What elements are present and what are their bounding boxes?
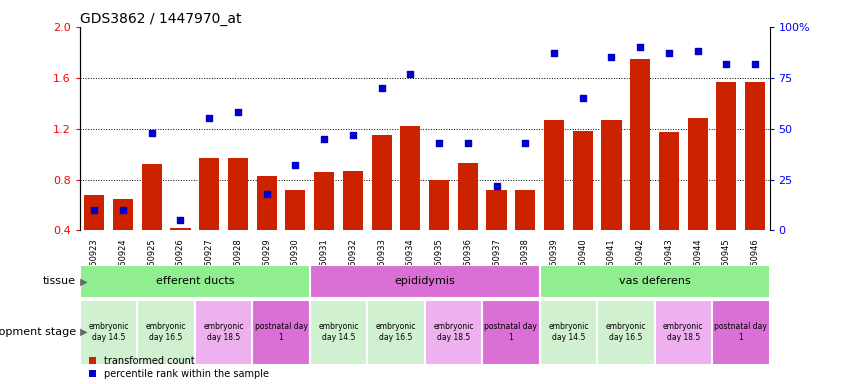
Point	[633, 44, 647, 50]
Bar	[425, 300, 482, 365]
Bar	[141, 164, 161, 230]
Point	[720, 60, 733, 66]
Bar	[199, 158, 220, 230]
Text: epididymis: epididymis	[394, 276, 455, 286]
Point	[260, 191, 273, 197]
Point	[116, 207, 130, 213]
Bar	[654, 300, 712, 365]
Point	[519, 140, 532, 146]
Point	[547, 50, 561, 56]
Text: efferent ducts: efferent ducts	[156, 276, 234, 286]
Bar	[573, 131, 593, 230]
Bar	[601, 120, 621, 230]
Text: embryonic
day 18.5: embryonic day 18.5	[204, 323, 244, 342]
Bar	[257, 176, 277, 230]
Bar	[482, 300, 540, 365]
Bar	[368, 300, 425, 365]
Text: embryonic
day 16.5: embryonic day 16.5	[606, 323, 646, 342]
Bar	[745, 81, 765, 230]
Bar	[544, 120, 564, 230]
Text: embryonic
day 18.5: embryonic day 18.5	[663, 323, 704, 342]
Point	[576, 95, 590, 101]
Point	[404, 71, 417, 77]
Point	[87, 207, 101, 213]
Bar	[343, 170, 363, 230]
Text: postnatal day
1: postnatal day 1	[255, 323, 308, 342]
Bar	[137, 300, 195, 365]
Bar	[372, 135, 392, 230]
Bar	[309, 300, 368, 365]
Bar	[80, 265, 309, 298]
Text: embryonic
day 16.5: embryonic day 16.5	[145, 323, 187, 342]
Bar	[597, 300, 654, 365]
Point	[145, 130, 158, 136]
Bar	[113, 199, 133, 230]
Bar	[429, 180, 449, 230]
Text: embryonic
day 14.5: embryonic day 14.5	[88, 323, 129, 342]
Text: ▶: ▶	[77, 276, 88, 286]
Text: vas deferens: vas deferens	[619, 276, 690, 286]
Bar	[717, 81, 737, 230]
Text: GDS3862 / 1447970_at: GDS3862 / 1447970_at	[80, 12, 241, 26]
Bar	[659, 132, 679, 230]
Text: tissue: tissue	[43, 276, 76, 286]
Bar	[285, 190, 305, 230]
Bar	[400, 126, 420, 230]
Point	[317, 136, 331, 142]
Bar	[712, 300, 770, 365]
Bar	[171, 228, 191, 230]
Text: development stage: development stage	[0, 327, 76, 337]
Point	[432, 140, 446, 146]
Point	[489, 182, 503, 189]
Bar	[228, 158, 248, 230]
Bar	[195, 300, 252, 365]
Bar	[486, 190, 506, 230]
Bar	[80, 300, 137, 365]
Point	[174, 217, 188, 223]
Text: postnatal day
1: postnatal day 1	[484, 323, 537, 342]
Text: embryonic
day 16.5: embryonic day 16.5	[376, 323, 416, 342]
Point	[288, 162, 302, 168]
Bar	[252, 300, 309, 365]
Bar	[540, 300, 597, 365]
Point	[346, 132, 360, 138]
Text: embryonic
day 14.5: embryonic day 14.5	[318, 323, 359, 342]
Point	[461, 140, 474, 146]
Bar	[516, 190, 536, 230]
Text: postnatal day
1: postnatal day 1	[714, 323, 767, 342]
Bar	[458, 163, 478, 230]
Bar	[540, 265, 770, 298]
Point	[231, 109, 245, 116]
Text: ▶: ▶	[77, 327, 88, 337]
Point	[375, 85, 389, 91]
Point	[662, 50, 675, 56]
Bar	[84, 195, 104, 230]
Bar	[688, 118, 708, 230]
Point	[748, 60, 762, 66]
Point	[605, 55, 618, 61]
Legend: transformed count, percentile rank within the sample: transformed count, percentile rank withi…	[85, 352, 273, 383]
Point	[203, 115, 216, 121]
Point	[691, 48, 705, 55]
Text: embryonic
day 14.5: embryonic day 14.5	[548, 323, 589, 342]
Bar	[314, 172, 334, 230]
Bar	[630, 59, 650, 230]
Text: embryonic
day 18.5: embryonic day 18.5	[433, 323, 473, 342]
Bar	[309, 265, 540, 298]
